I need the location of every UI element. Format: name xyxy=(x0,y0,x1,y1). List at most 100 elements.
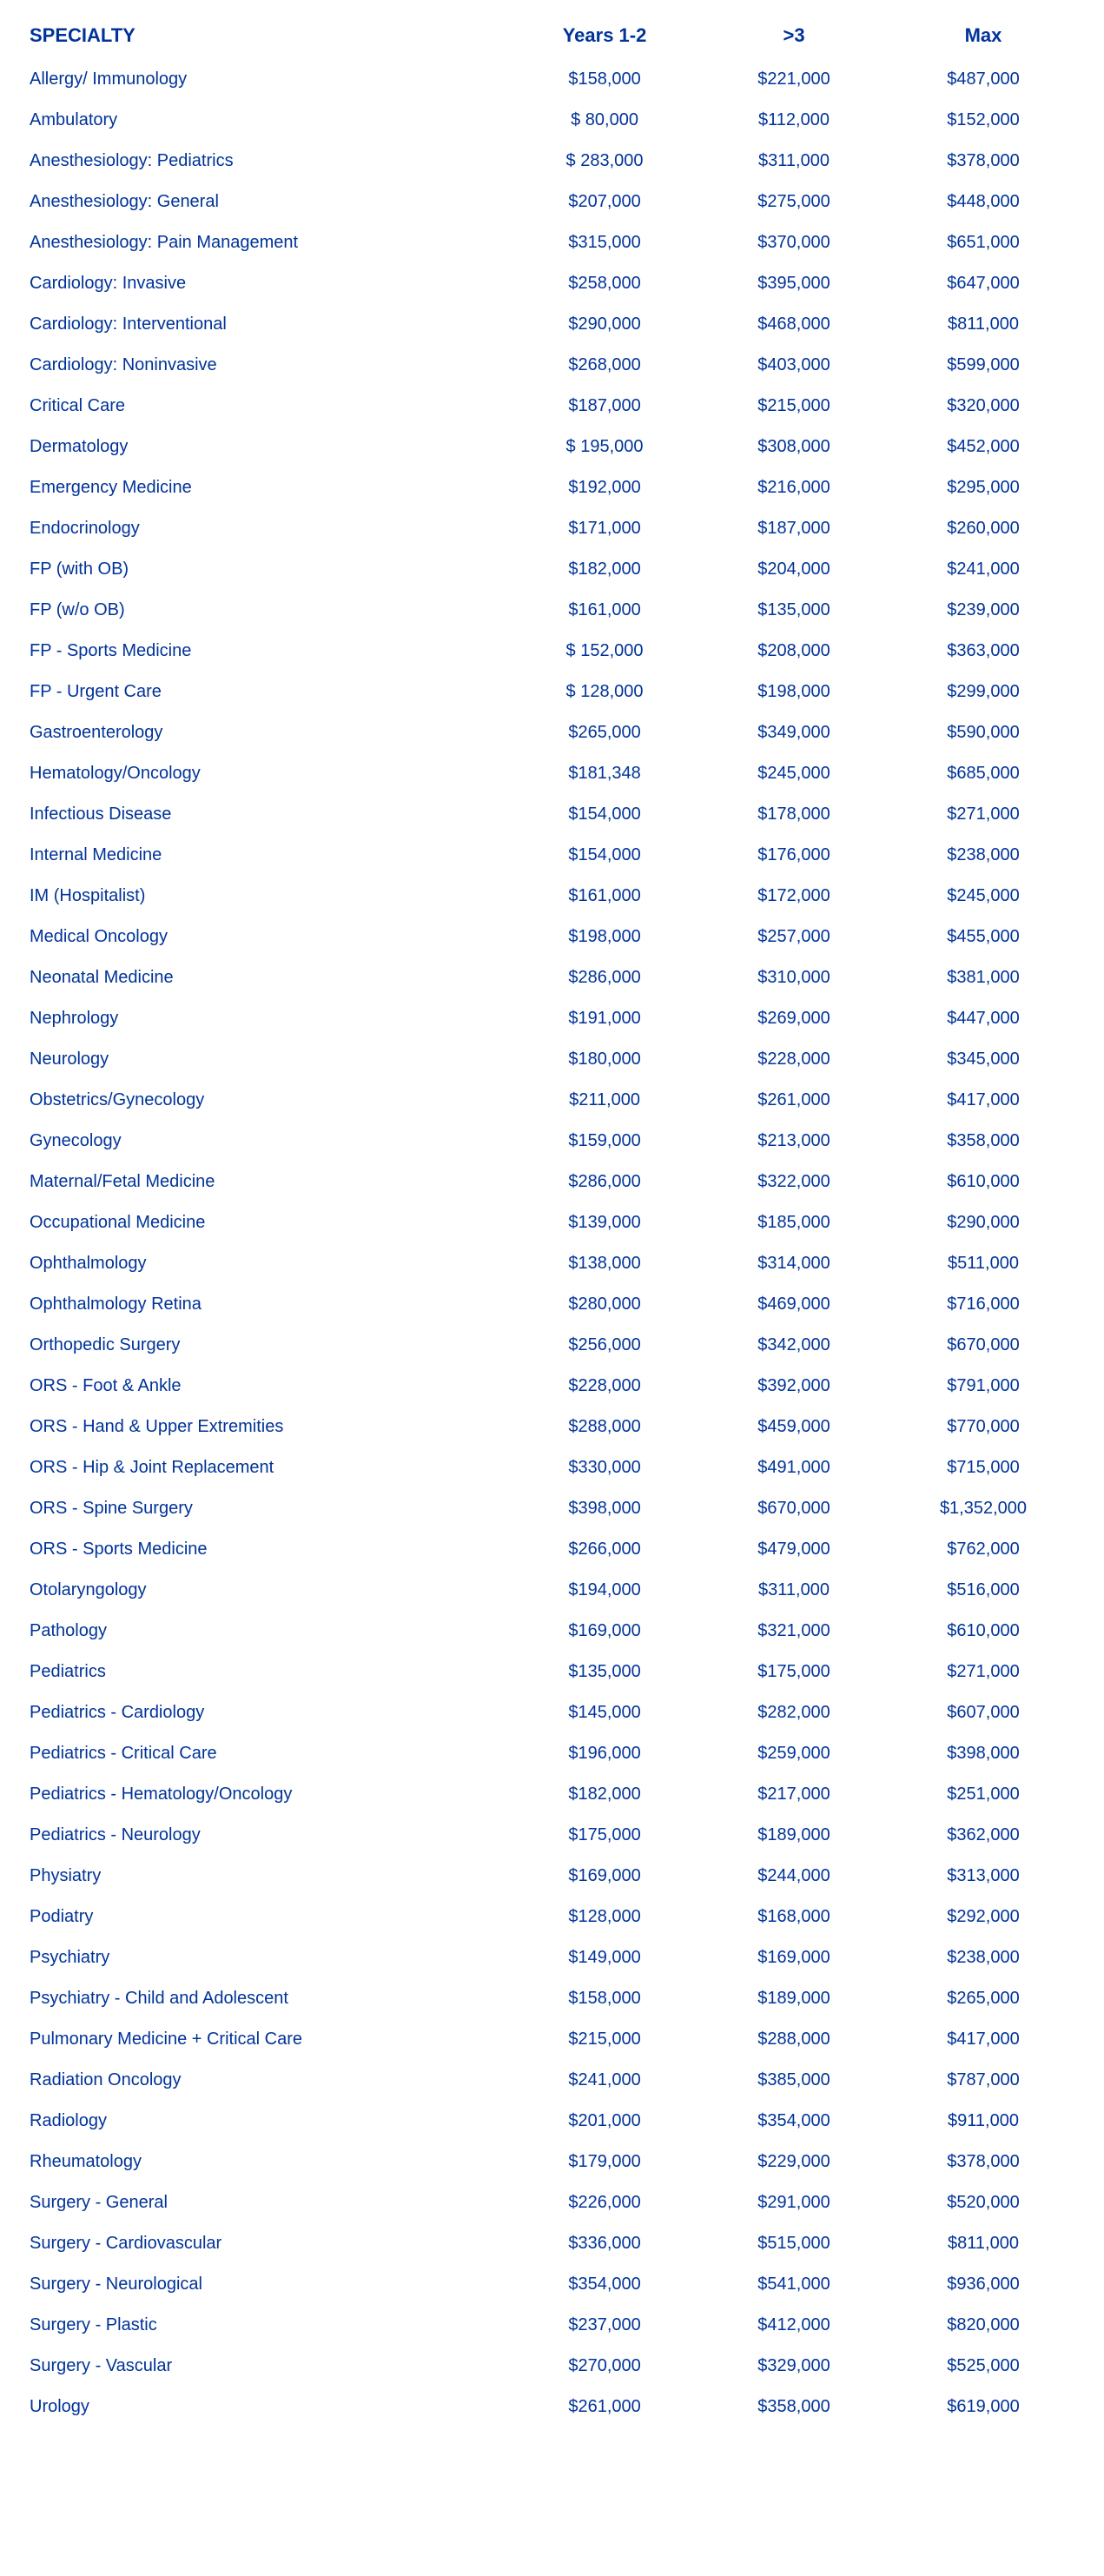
cell-gt3: $385,000 xyxy=(699,2060,889,2101)
cell-gt3: $216,000 xyxy=(699,467,889,508)
cell-specialty: ORS - Hand & Upper Extremities xyxy=(26,1407,510,1447)
cell-years12: $290,000 xyxy=(510,304,699,345)
table-row: Radiology$201,000$354,000$911,000 xyxy=(26,2101,1078,2142)
cell-years12: $135,000 xyxy=(510,1652,699,1692)
cell-years12: $398,000 xyxy=(510,1488,699,1529)
table-row: Surgery - Plastic$237,000$412,000$820,00… xyxy=(26,2305,1078,2346)
cell-gt3: $308,000 xyxy=(699,427,889,467)
cell-max: $716,000 xyxy=(889,1284,1078,1325)
cell-specialty: ORS - Hip & Joint Replacement xyxy=(26,1447,510,1488)
cell-gt3: $261,000 xyxy=(699,1080,889,1121)
cell-years12: $237,000 xyxy=(510,2305,699,2346)
cell-years12: $265,000 xyxy=(510,712,699,753)
header-specialty: SPECIALTY xyxy=(26,17,510,59)
table-row: Ophthalmology$138,000$314,000$511,000 xyxy=(26,1243,1078,1284)
cell-years12: $161,000 xyxy=(510,876,699,917)
table-row: Surgery - Vascular$270,000$329,000$525,0… xyxy=(26,2346,1078,2387)
cell-specialty: Surgery - Plastic xyxy=(26,2305,510,2346)
table-row: ORS - Hip & Joint Replacement$330,000$49… xyxy=(26,1447,1078,1488)
table-row: Critical Care$187,000$215,000$320,000 xyxy=(26,386,1078,427)
cell-gt3: $168,000 xyxy=(699,1897,889,1937)
cell-max: $251,000 xyxy=(889,1774,1078,1815)
cell-years12: $228,000 xyxy=(510,1366,699,1407)
cell-max: $398,000 xyxy=(889,1733,1078,1774)
cell-gt3: $459,000 xyxy=(699,1407,889,1447)
cell-years12: $ 152,000 xyxy=(510,631,699,672)
cell-years12: $354,000 xyxy=(510,2264,699,2305)
cell-specialty: FP - Urgent Care xyxy=(26,672,510,712)
cell-years12: $288,000 xyxy=(510,1407,699,1447)
cell-gt3: $213,000 xyxy=(699,1121,889,1162)
cell-years12: $158,000 xyxy=(510,1978,699,2019)
table-row: Pathology$169,000$321,000$610,000 xyxy=(26,1611,1078,1652)
cell-specialty: Surgery - General xyxy=(26,2182,510,2223)
cell-years12: $330,000 xyxy=(510,1447,699,1488)
cell-gt3: $189,000 xyxy=(699,1815,889,1856)
cell-gt3: $479,000 xyxy=(699,1529,889,1570)
table-row: Cardiology: Interventional$290,000$468,0… xyxy=(26,304,1078,345)
cell-specialty: Pediatrics - Cardiology xyxy=(26,1692,510,1733)
cell-max: $292,000 xyxy=(889,1897,1078,1937)
table-row: Otolaryngology$194,000$311,000$516,000 xyxy=(26,1570,1078,1611)
cell-specialty: FP (with OB) xyxy=(26,549,510,590)
table-row: Medical Oncology$198,000$257,000$455,000 xyxy=(26,917,1078,957)
cell-years12: $161,000 xyxy=(510,590,699,631)
cell-years12: $286,000 xyxy=(510,957,699,998)
cell-specialty: Urology xyxy=(26,2387,510,2427)
cell-gt3: $310,000 xyxy=(699,957,889,998)
cell-years12: $196,000 xyxy=(510,1733,699,1774)
cell-years12: $ 128,000 xyxy=(510,672,699,712)
cell-gt3: $670,000 xyxy=(699,1488,889,1529)
cell-gt3: $412,000 xyxy=(699,2305,889,2346)
cell-years12: $207,000 xyxy=(510,182,699,222)
cell-gt3: $469,000 xyxy=(699,1284,889,1325)
cell-specialty: Surgery - Vascular xyxy=(26,2346,510,2387)
cell-years12: $336,000 xyxy=(510,2223,699,2264)
cell-years12: $182,000 xyxy=(510,549,699,590)
cell-gt3: $187,000 xyxy=(699,508,889,549)
cell-gt3: $354,000 xyxy=(699,2101,889,2142)
cell-years12: $258,000 xyxy=(510,263,699,304)
cell-years12: $315,000 xyxy=(510,222,699,263)
cell-max: $516,000 xyxy=(889,1570,1078,1611)
cell-years12: $169,000 xyxy=(510,1611,699,1652)
cell-years12: $198,000 xyxy=(510,917,699,957)
cell-years12: $226,000 xyxy=(510,2182,699,2223)
table-row: Gynecology$159,000$213,000$358,000 xyxy=(26,1121,1078,1162)
table-row: Occupational Medicine$139,000$185,000$29… xyxy=(26,1202,1078,1243)
cell-years12: $158,000 xyxy=(510,59,699,100)
cell-gt3: $221,000 xyxy=(699,59,889,100)
cell-gt3: $259,000 xyxy=(699,1733,889,1774)
cell-max: $241,000 xyxy=(889,549,1078,590)
table-row: Psychiatry - Child and Adolescent$158,00… xyxy=(26,1978,1078,2019)
table-row: Psychiatry$149,000$169,000$238,000 xyxy=(26,1937,1078,1978)
cell-gt3: $178,000 xyxy=(699,794,889,835)
cell-max: $685,000 xyxy=(889,753,1078,794)
cell-gt3: $208,000 xyxy=(699,631,889,672)
cell-gt3: $172,000 xyxy=(699,876,889,917)
cell-gt3: $541,000 xyxy=(699,2264,889,2305)
cell-specialty: Obstetrics/Gynecology xyxy=(26,1080,510,1121)
cell-max: $417,000 xyxy=(889,2019,1078,2060)
cell-specialty: Pediatrics xyxy=(26,1652,510,1692)
cell-specialty: ORS - Spine Surgery xyxy=(26,1488,510,1529)
cell-gt3: $403,000 xyxy=(699,345,889,386)
table-row: FP (w/o OB)$161,000$135,000$239,000 xyxy=(26,590,1078,631)
cell-gt3: $228,000 xyxy=(699,1039,889,1080)
cell-specialty: Surgery - Cardiovascular xyxy=(26,2223,510,2264)
cell-max: $271,000 xyxy=(889,1652,1078,1692)
cell-gt3: $370,000 xyxy=(699,222,889,263)
cell-specialty: Anesthesiology: Pain Management xyxy=(26,222,510,263)
cell-gt3: $515,000 xyxy=(699,2223,889,2264)
cell-gt3: $189,000 xyxy=(699,1978,889,2019)
cell-max: $152,000 xyxy=(889,100,1078,141)
cell-specialty: Podiatry xyxy=(26,1897,510,1937)
table-row: Infectious Disease$154,000$178,000$271,0… xyxy=(26,794,1078,835)
table-row: Podiatry$128,000$168,000$292,000 xyxy=(26,1897,1078,1937)
cell-specialty: ORS - Sports Medicine xyxy=(26,1529,510,1570)
cell-specialty: Ophthalmology xyxy=(26,1243,510,1284)
cell-max: $447,000 xyxy=(889,998,1078,1039)
cell-specialty: FP - Sports Medicine xyxy=(26,631,510,672)
cell-years12: $138,000 xyxy=(510,1243,699,1284)
cell-years12: $191,000 xyxy=(510,998,699,1039)
